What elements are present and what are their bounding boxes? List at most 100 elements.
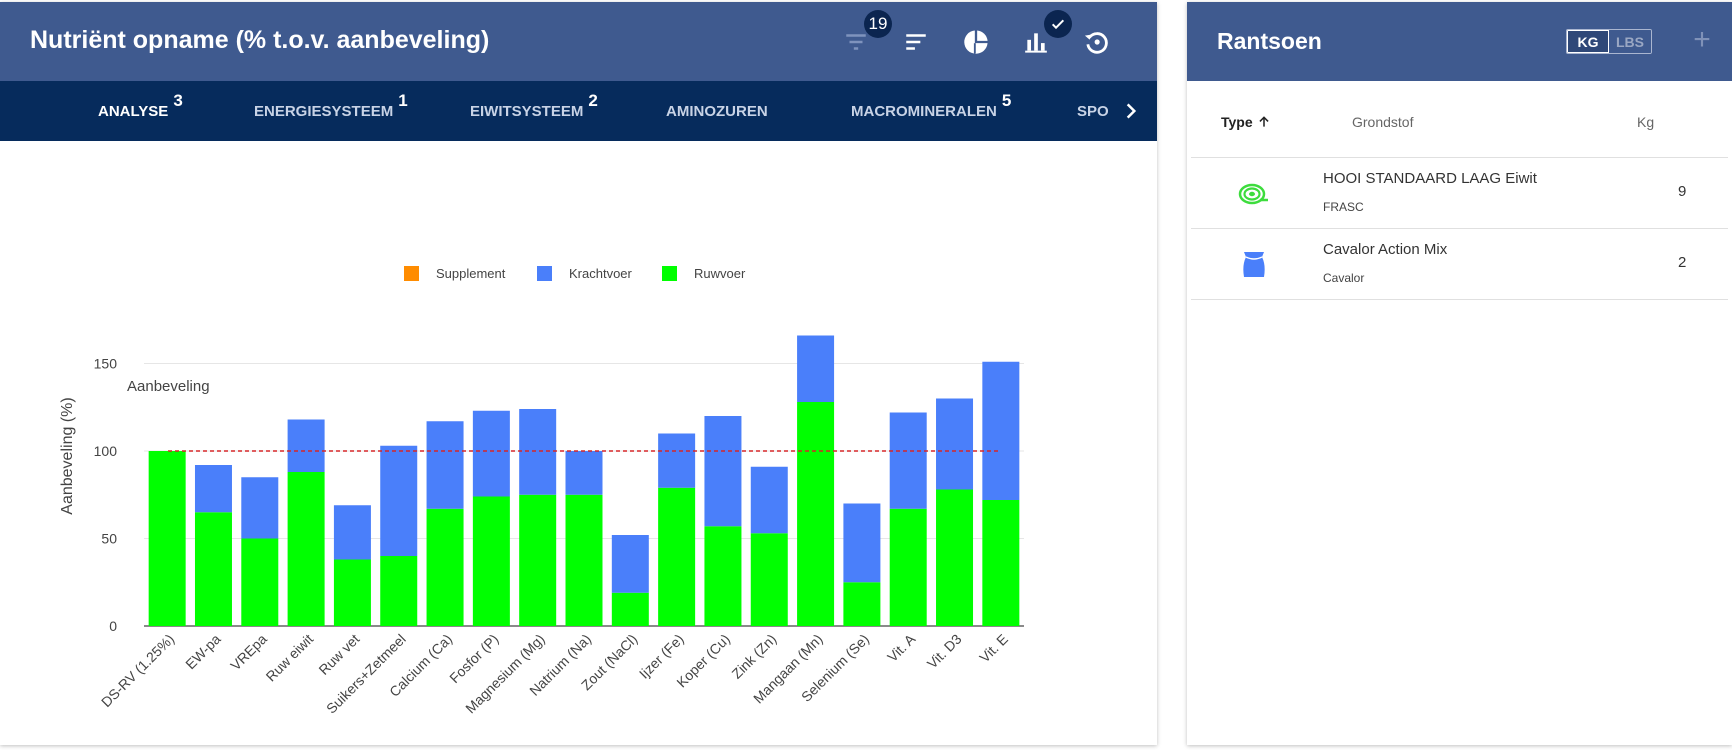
y-tick-label: 50 <box>101 531 117 547</box>
bar-krachtvoer <box>426 421 464 509</box>
nutrient-panel: Nutriënt opname (% t.o.v. aanbeveling) 1… <box>0 2 1157 745</box>
unit-kg-button[interactable]: KG <box>1567 30 1609 53</box>
feed-kg: 2 <box>1678 254 1687 271</box>
check-icon <box>1044 10 1072 38</box>
unit-toggle: KG LBS <box>1566 29 1652 54</box>
bar-ruwvoer <box>380 556 418 626</box>
tab-macromineralen[interactable]: MACROMINERALEN 5 <box>851 81 1011 141</box>
nutrient-panel-title: Nutriënt opname (% t.o.v. aanbeveling) <box>30 26 490 54</box>
chevron-right-icon[interactable] <box>1115 95 1147 127</box>
reset-icon[interactable] <box>1078 24 1114 60</box>
legend-swatch <box>537 266 552 281</box>
tab-label: ANALYSE <box>98 102 169 120</box>
y-tick-label: 0 <box>109 618 117 634</box>
bar-krachtvoer <box>982 361 1020 500</box>
tab-count: 1 <box>398 91 408 110</box>
bar-ruwvoer <box>426 508 464 626</box>
nutrient-panel-header: Nutriënt opname (% t.o.v. aanbeveling) 1… <box>0 2 1157 81</box>
bar-ruwvoer <box>704 526 742 626</box>
legend-item-supplement[interactable]: Supplement <box>404 266 506 281</box>
bar-ruwvoer <box>148 451 186 626</box>
y-tick-label: 150 <box>94 356 118 372</box>
rantsoen-title: Rantsoen <box>1217 28 1322 54</box>
x-tick-label: Ruw vet <box>315 631 362 678</box>
bar-ruwvoer <box>241 538 279 626</box>
y-axis-label: Aanbeveling (%) <box>59 397 76 514</box>
sort-icon[interactable] <box>898 24 934 60</box>
add-icon[interactable]: + <box>1693 23 1711 56</box>
bar-krachtvoer <box>843 503 881 583</box>
bar-ruwvoer <box>750 533 788 626</box>
bar-ruwvoer <box>287 472 325 626</box>
bar-krachtvoer <box>611 535 649 593</box>
tab-label: EIWITSYSTEEM <box>470 102 584 120</box>
feed-brand: Cavalor <box>1323 271 1365 285</box>
bar-ruwvoer <box>889 508 927 626</box>
x-tick-label: Vit. A <box>884 630 919 665</box>
bar-krachtvoer <box>472 410 510 497</box>
bar-krachtvoer <box>565 451 603 495</box>
bar-krachtvoer <box>241 477 279 539</box>
bar-krachtvoer <box>750 466 788 534</box>
tab-count: 5 <box>1001 91 1012 110</box>
bar-krachtvoer <box>797 335 835 402</box>
unit-lbs-button[interactable]: LBS <box>1609 30 1651 53</box>
bar-ruwvoer <box>611 592 649 626</box>
bar-krachtvoer <box>380 445 418 556</box>
table-row[interactable]: Cavalor Action Mix Cavalor 2 <box>1191 229 1728 300</box>
x-tick-label: Magnesium (Mg) <box>462 631 548 717</box>
bar-krachtvoer <box>519 409 557 495</box>
tab-label: ENERGIESYSTEEM <box>254 102 394 120</box>
tab-bar: ANALYSE 3 ENERGIESYSTEEM 1 EIWITSYSTEEM 2 A… <box>0 81 1157 141</box>
rantsoen-header: Rantsoen KG LBS + <box>1187 2 1732 81</box>
bar-ruwvoer <box>565 494 603 626</box>
bar-krachtvoer <box>936 398 974 490</box>
bar-ruwvoer <box>797 402 835 626</box>
filter-count-badge: 19 <box>864 10 892 38</box>
x-tick-label: VREpa <box>227 631 270 674</box>
table-row[interactable]: HOOI STANDAARD LAAG Eiwit FRASC 9 <box>1191 158 1728 229</box>
tab-energiesysteem[interactable]: ENERGIESYSTEEM 1 <box>254 81 408 141</box>
bar-ruwvoer <box>472 496 510 626</box>
x-tick-label: Vit. D3 <box>924 631 965 672</box>
filter-icon[interactable] <box>838 24 874 60</box>
table-header: Type Grondstof Kg <box>1191 98 1728 158</box>
bar-krachtvoer <box>889 412 927 509</box>
legend-item-krachtvoer[interactable]: Krachtvoer <box>537 266 633 281</box>
legend-item-ruwvoer[interactable]: Ruwvoer <box>662 266 746 281</box>
bar-krachtvoer <box>287 419 325 472</box>
x-tick-label: Vit. E <box>976 631 1011 666</box>
legend-swatch <box>662 266 677 281</box>
tab-count: 3 <box>173 91 183 110</box>
legend-swatch <box>404 266 419 281</box>
tab-label: SPO <box>1077 102 1109 120</box>
pie-chart-icon[interactable] <box>958 24 994 60</box>
x-tick-label: EW-pa <box>182 631 224 673</box>
arrow-up-icon <box>1258 116 1269 127</box>
bar-chart-icon[interactable] <box>1018 24 1054 60</box>
tab-eiwitsysteem[interactable]: EIWITSYSTEEM 2 <box>470 81 598 141</box>
x-tick-label: DS-RV (1.25%) <box>98 631 177 710</box>
bar-ruwvoer <box>519 494 557 626</box>
legend-label: Supplement <box>436 266 506 281</box>
x-tick-label: Suikers+Zetmeel <box>323 631 409 717</box>
bar-ruwvoer <box>843 582 881 626</box>
column-header-type[interactable]: Type <box>1221 114 1271 130</box>
tab-count: 2 <box>588 91 598 110</box>
x-tick-label: Ruw eiwit <box>263 631 317 685</box>
column-header-kg[interactable]: Kg <box>1637 114 1655 130</box>
bar-ruwvoer <box>936 489 974 626</box>
tab-analyse[interactable]: ANALYSE 3 <box>98 81 183 141</box>
tab-label: AMINOZUREN <box>666 102 768 120</box>
stacked-bar-chart: 0 50 100 150 Aanbeveling (%) DS-RV (1.25%) EW-… <box>59 266 1024 717</box>
feed-name: HOOI STANDAARD LAAG Eiwit <box>1323 170 1537 187</box>
bar-ruwvoer <box>333 559 371 626</box>
feed-name: Cavalor Action Mix <box>1323 241 1448 258</box>
tab-aminozuren[interactable]: AMINOZUREN <box>666 81 768 141</box>
y-tick-label: 100 <box>94 443 118 459</box>
tab-spo[interactable]: SPO <box>1077 81 1109 141</box>
hay-bale-icon <box>1238 183 1268 205</box>
column-header-grondstof[interactable]: Grondstof <box>1352 114 1414 130</box>
bar-ruwvoer <box>658 487 696 626</box>
legend-label: Krachtvoer <box>569 266 633 281</box>
